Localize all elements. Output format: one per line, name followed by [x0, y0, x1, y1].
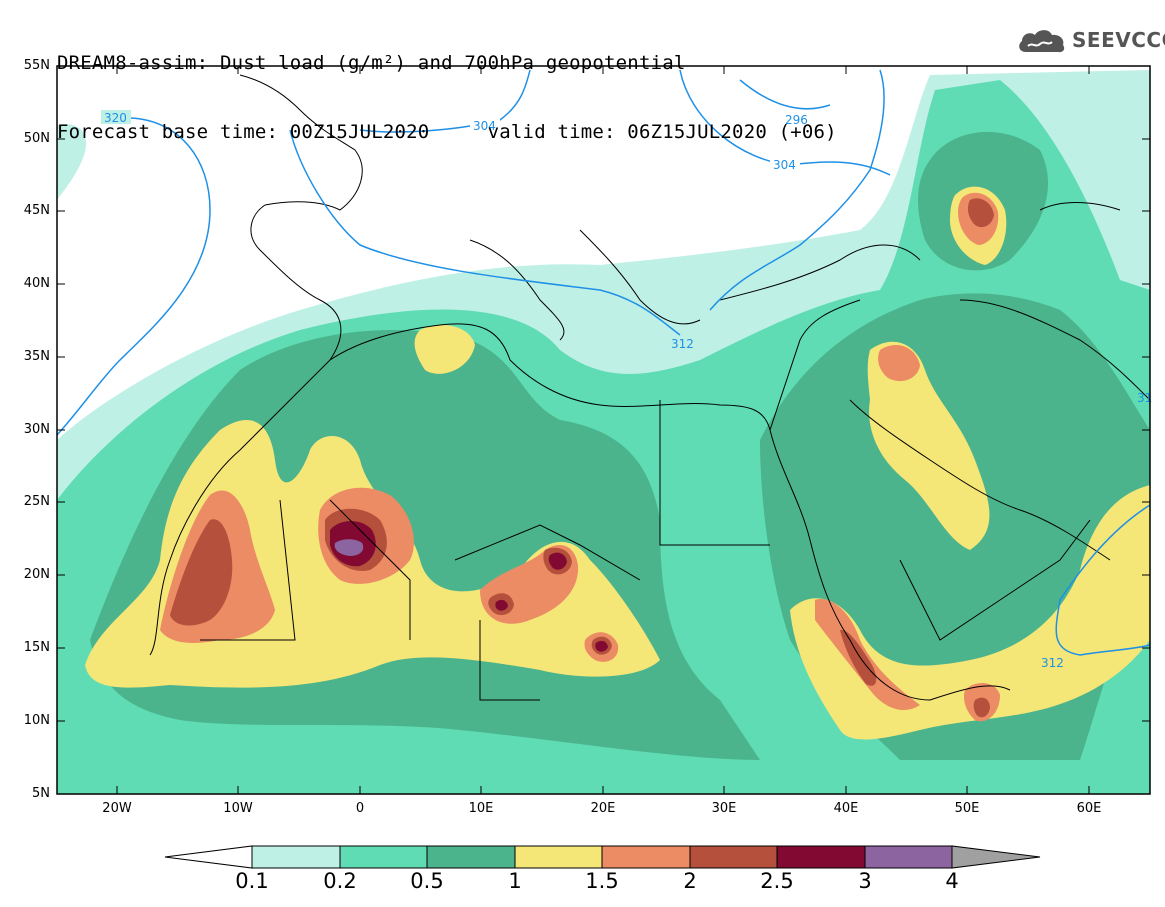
contour-label: 304 — [473, 119, 496, 133]
seevccc-logo: SEEVCCC — [1016, 24, 1165, 58]
contour-label: 312 — [671, 337, 694, 351]
lat-label: 30N — [23, 422, 50, 437]
dust-region-0.1 — [57, 124, 87, 200]
colorbar-label: 2.5 — [760, 869, 794, 893]
colorbar-label: 3 — [858, 869, 872, 893]
lat-label: 55N — [23, 58, 50, 73]
contour-label: 320 — [104, 111, 127, 125]
dust-region-1 — [414, 325, 475, 374]
lat-label: 25N — [23, 494, 50, 509]
lon-label: 40E — [833, 801, 859, 816]
lon-label: 20E — [590, 801, 616, 816]
dust-region-3 — [334, 539, 364, 556]
title-line-2: Forecast base time: 00Z15JUL2020 valid t… — [57, 121, 837, 143]
dust-region-1.5 — [878, 345, 920, 382]
map-title: DREAM8-assim: Dust load (g/m²) and 700hP… — [57, 6, 837, 167]
lat-label: 5N — [32, 786, 50, 801]
contour-label: 312 — [1041, 656, 1064, 670]
lat-label: 45N — [23, 203, 50, 218]
colorbar-label: 1 — [508, 869, 522, 893]
colorbar-label: 4 — [945, 869, 959, 893]
colorbar-label: 1.5 — [585, 869, 619, 893]
dust-region-2 — [840, 629, 877, 686]
dust-region-2 — [973, 697, 990, 718]
dust-region-2 — [170, 519, 233, 626]
contour-line-320 — [57, 117, 211, 436]
dust-region-1 — [867, 341, 990, 550]
lat-label: 35N — [23, 349, 50, 364]
lon-label: 60E — [1076, 801, 1102, 816]
logo-text: SEEVCCC — [1072, 28, 1165, 52]
colorbar-label: 0.2 — [323, 869, 357, 893]
colorbar-label: 0.5 — [410, 869, 444, 893]
cloud-icon — [1019, 30, 1065, 53]
dust-region-1.5 — [815, 599, 920, 710]
colorbar-bin-1 — [514, 845, 603, 869]
colorbar-label: 0.1 — [235, 869, 269, 893]
colorbar-bin-1.5 — [601, 845, 691, 869]
dust-region-2.5 — [548, 552, 567, 570]
dust-region-2.5 — [595, 640, 608, 652]
dust-region-2 — [967, 198, 994, 228]
lon-label: 10E — [468, 801, 494, 816]
colorbar-bin-0.5 — [426, 845, 516, 869]
contour-line-312 — [1055, 504, 1150, 656]
colorbar — [164, 845, 1041, 869]
lat-label: 40N — [23, 276, 50, 291]
lat-label: 15N — [23, 640, 50, 655]
title-line-1: DREAM8-assim: Dust load (g/m²) and 700hP… — [57, 52, 686, 74]
coastlines — [149, 74, 1150, 701]
geopotential-contours — [57, 69, 1150, 656]
colorbar-bin-2.5 — [776, 845, 866, 869]
contour-line-296 — [739, 79, 831, 110]
contour-label: 304 — [773, 158, 796, 172]
colorbar-label: 2 — [683, 869, 697, 893]
lon-label: 10W — [223, 801, 253, 816]
contour-line-304b — [289, 129, 681, 336]
colorbar-bin-0.2 — [339, 845, 428, 869]
colorbar-bin-0.1 — [251, 845, 341, 869]
lat-label: 50N — [23, 131, 50, 146]
colorbar-over-arrow — [951, 845, 1041, 869]
dust-region-2.5 — [495, 599, 508, 611]
lon-label: 50E — [954, 801, 980, 816]
colorbar-bin-2 — [689, 845, 778, 869]
lon-label: 30E — [711, 801, 737, 816]
colorbar-under-arrow — [164, 845, 253, 869]
lon-label: 20W — [102, 801, 132, 816]
tick-marks — [57, 65, 1150, 795]
lat-label: 10N — [23, 713, 50, 728]
contour-label: 31 — [1137, 391, 1152, 405]
lat-label: 20N — [23, 567, 50, 582]
contour-line-304d — [709, 69, 885, 311]
contour-label: 296 — [785, 113, 808, 127]
lon-label: 0 — [355, 801, 365, 816]
colorbar-bin-3 — [864, 845, 953, 869]
dust-field — [57, 70, 1150, 794]
